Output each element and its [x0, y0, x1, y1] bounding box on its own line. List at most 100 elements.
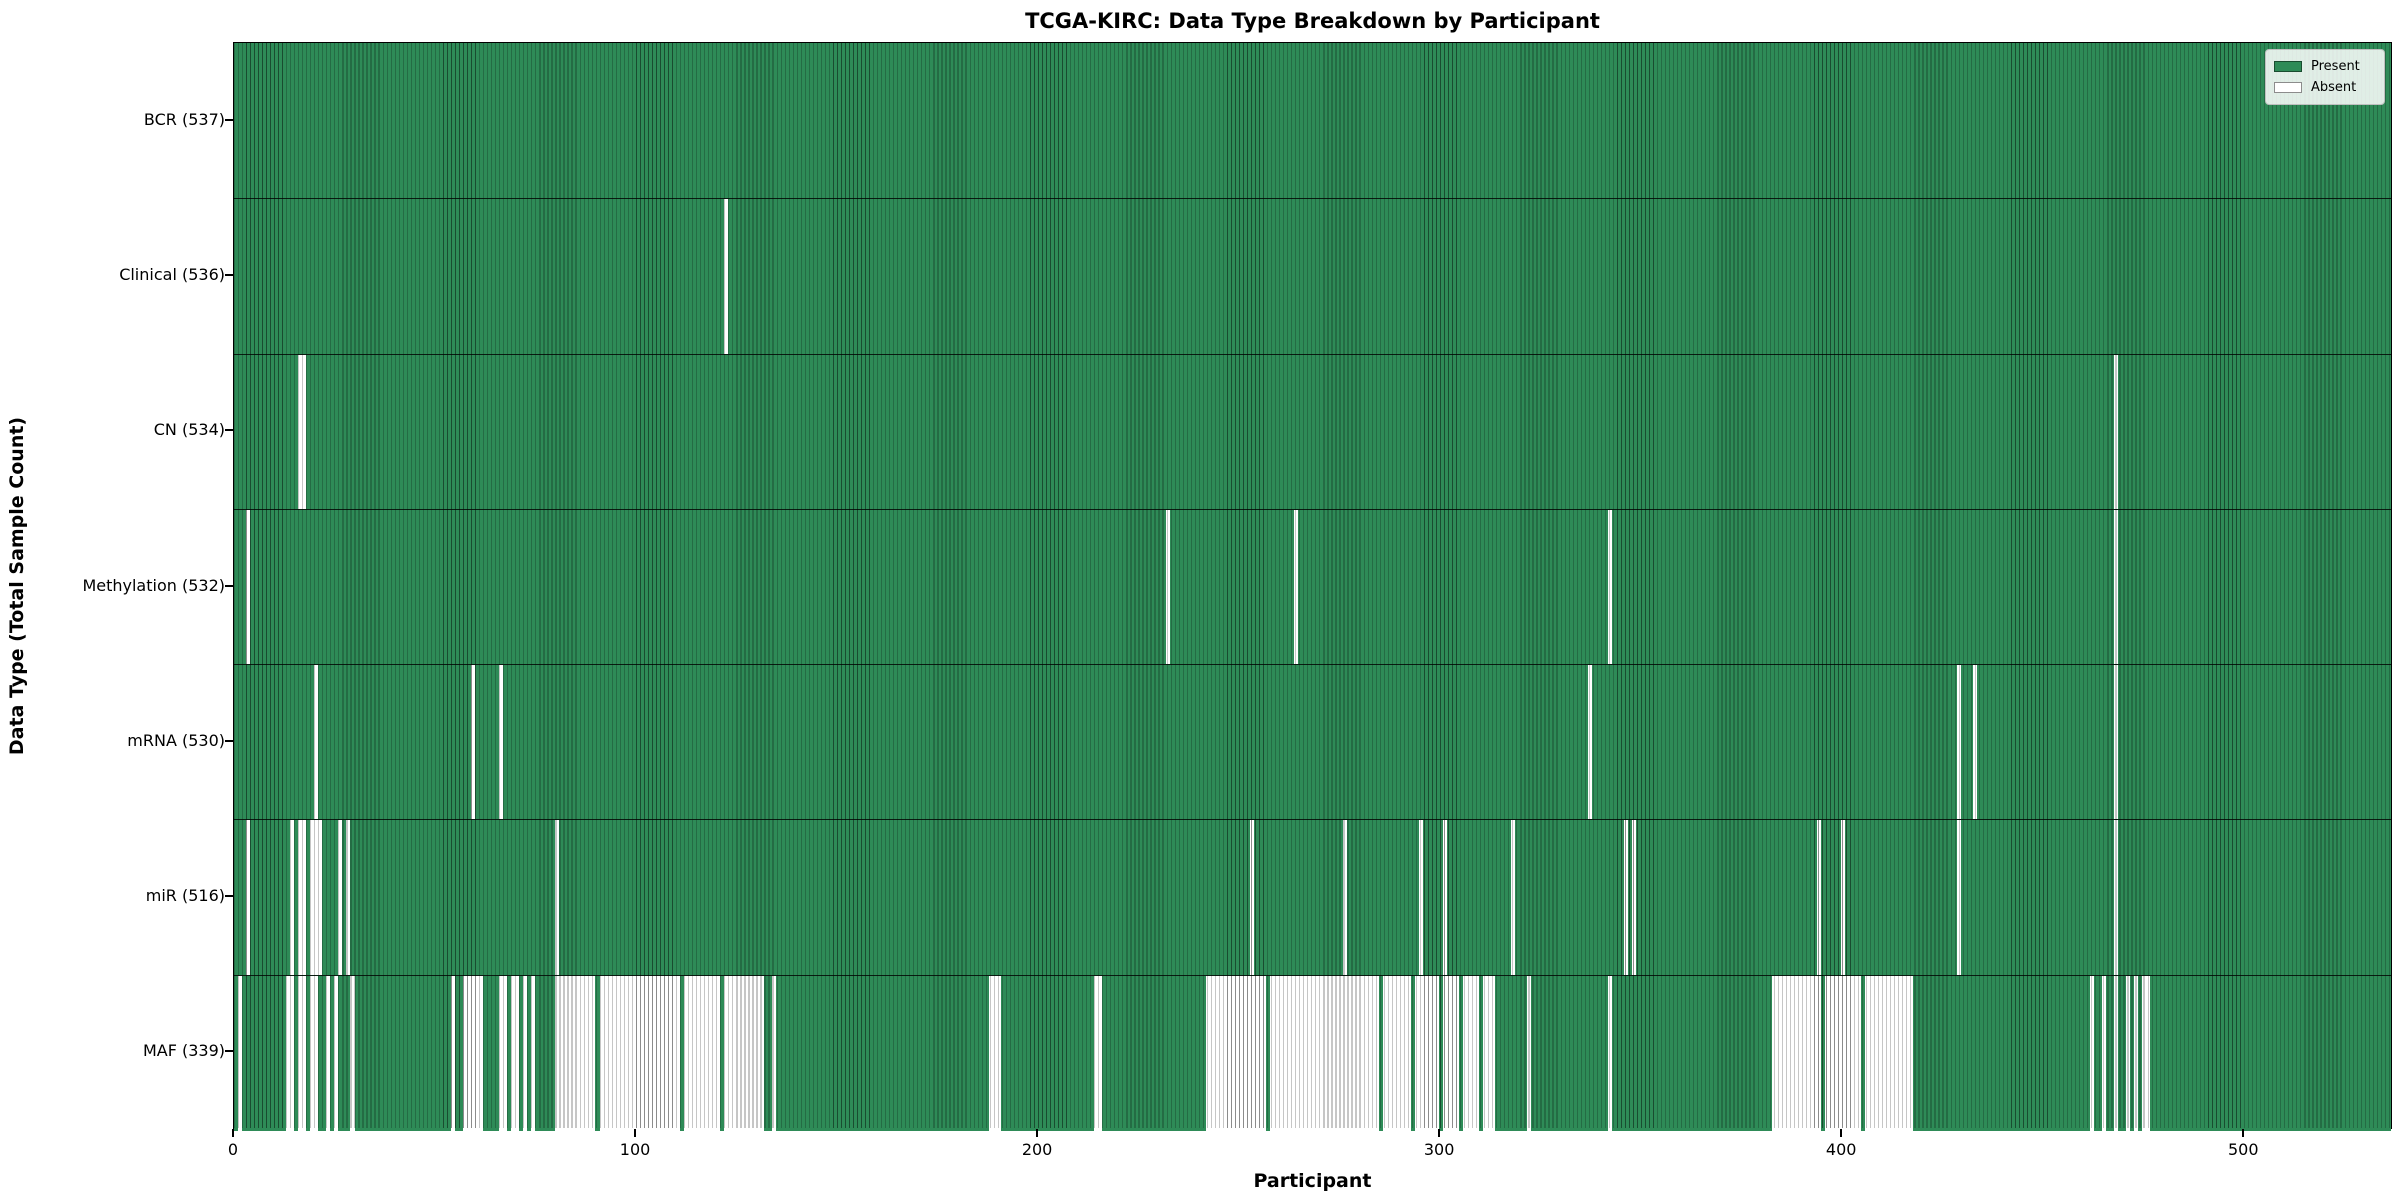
x-tick-mark — [2242, 1129, 2245, 1137]
y-tick-mark — [225, 273, 233, 276]
absent-segment-maf — [2101, 975, 2106, 1131]
absent-segment-mir — [1250, 820, 1255, 976]
heatmap-row-mrna — [234, 664, 2391, 821]
legend-swatch-absent — [2274, 82, 2302, 93]
absent-segment-maf — [1270, 975, 1379, 1131]
absent-segment-maf — [462, 975, 484, 1131]
x-tick-mark — [1438, 1129, 1441, 1137]
absent-segment-maf — [523, 975, 528, 1131]
x-tick-mark — [1840, 1129, 1843, 1137]
absent-segment-maf — [1527, 975, 1532, 1131]
heatmap-row-maf — [234, 974, 2391, 1131]
absent-segment-mir — [310, 820, 323, 976]
absent-segment-maf — [334, 975, 339, 1131]
legend-label-present: Present — [2311, 59, 2360, 74]
x-tick-label-100: 100 — [619, 1140, 651, 1159]
legend: Present Absent — [2265, 49, 2385, 105]
x-axis-title: Participant — [1253, 1170, 1372, 1192]
absent-segment-mir — [555, 820, 560, 976]
absent-segment-cn — [298, 354, 307, 510]
absent-segment-maf — [1093, 975, 1102, 1131]
x-tick-mark — [1036, 1129, 1039, 1137]
plot-area: Present Absent — [233, 42, 2392, 1131]
absent-segment-cn — [2113, 354, 2118, 510]
x-tick-label-300: 300 — [1423, 1140, 1455, 1159]
absent-segment-mir — [346, 820, 351, 976]
x-tick-mark — [634, 1129, 637, 1137]
absent-segment-mir — [1840, 820, 1845, 976]
absent-segment-maf — [310, 975, 319, 1131]
legend-entry-present: Present — [2274, 56, 2376, 77]
absent-segment-maf — [350, 975, 355, 1131]
absent-segment-mir — [1816, 820, 1821, 976]
heatmap-row-bcr — [234, 43, 2391, 199]
y-tick-label-clinical: Clinical (536) — [119, 264, 225, 284]
absent-segment-mir — [246, 820, 251, 976]
absent-segment-methylation — [1165, 509, 1170, 666]
absent-segment-maf — [1206, 975, 1267, 1131]
absent-segment-maf — [1414, 975, 1440, 1131]
absent-segment-mrna — [1587, 665, 1592, 821]
absent-segment-mir — [1957, 820, 1962, 976]
absent-segment-maf — [286, 975, 295, 1131]
y-tick-mark — [225, 1050, 233, 1053]
y-tick-mark — [225, 584, 233, 587]
absent-segment-maf — [531, 975, 536, 1131]
x-tick-label-500: 500 — [2227, 1140, 2259, 1159]
chart-title: TCGA-KIRC: Data Type Breakdown by Partic… — [1025, 9, 1600, 33]
absent-segment-mir — [290, 820, 295, 976]
absent-segment-maf — [450, 975, 455, 1131]
absent-segment-mir — [1342, 820, 1347, 976]
absent-segment-maf — [2113, 975, 2118, 1131]
absent-segment-mrna — [2113, 665, 2118, 821]
y-tick-mark — [225, 118, 233, 121]
absent-segment-methylation — [1607, 509, 1612, 666]
absent-segment-mrna — [470, 665, 475, 821]
x-tick-mark — [232, 1129, 234, 1137]
absent-segment-maf — [772, 975, 777, 1131]
absent-segment-maf — [2133, 975, 2138, 1131]
legend-label-absent: Absent — [2311, 80, 2357, 95]
absent-segment-maf — [499, 975, 508, 1131]
absent-segment-maf — [599, 975, 680, 1131]
absent-segment-maf — [1443, 975, 1460, 1131]
absent-segment-maf — [238, 975, 243, 1131]
absent-segment-maf — [1382, 975, 1411, 1131]
absent-segment-clinical — [724, 199, 729, 355]
y-tick-label-cn: CN (534) — [153, 420, 225, 440]
absent-segment-mir — [298, 820, 307, 976]
y-tick-label-bcr: BCR (537) — [143, 109, 225, 129]
heatmap-row-mir — [234, 819, 2391, 976]
absent-segment-maf — [2141, 975, 2150, 1131]
absent-segment-maf — [1824, 975, 1861, 1131]
absent-segment-maf — [1463, 975, 1480, 1131]
x-tick-label-0: 0 — [227, 1140, 239, 1159]
x-tick-label-200: 200 — [1021, 1140, 1053, 1159]
absent-segment-mrna — [314, 665, 319, 821]
heatmap-row-cn — [234, 353, 2391, 510]
absent-segment-maf — [2125, 975, 2130, 1131]
y-tick-label-mir: miR (516) — [145, 886, 225, 906]
absent-segment-maf — [1607, 975, 1612, 1131]
heatmap-row-methylation — [234, 508, 2391, 666]
absent-segment-mrna — [1973, 665, 1978, 821]
y-tick-mark — [225, 429, 233, 432]
absent-segment-maf — [298, 975, 307, 1131]
absent-segment-mrna — [499, 665, 504, 821]
absent-segment-maf — [724, 975, 765, 1131]
absent-segment-maf — [1483, 975, 1496, 1131]
absent-segment-methylation — [2113, 509, 2118, 666]
legend-swatch-present — [2274, 61, 2302, 72]
absent-segment-maf — [989, 975, 1002, 1131]
absent-segment-mir — [1623, 820, 1628, 976]
absent-segment-mir — [1418, 820, 1423, 976]
absent-segment-maf — [326, 975, 331, 1131]
x-tick-label-400: 400 — [1825, 1140, 1857, 1159]
absent-segment-methylation — [246, 509, 251, 666]
y-tick-label-mrna: mRNA (530) — [127, 730, 225, 750]
y-tick-label-methylation: Methylation (532) — [82, 575, 225, 595]
heatmap-row-clinical — [234, 198, 2391, 355]
y-tick-mark — [225, 895, 233, 898]
absent-segment-mir — [338, 820, 343, 976]
absent-segment-methylation — [1294, 509, 1299, 666]
